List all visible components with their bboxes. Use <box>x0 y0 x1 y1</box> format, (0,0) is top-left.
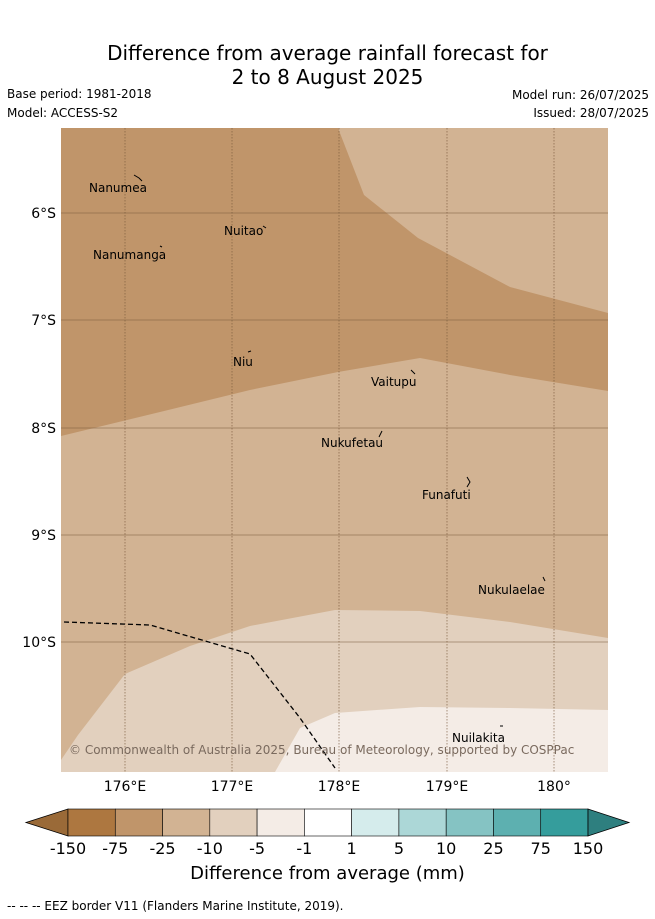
model-name: Model: ACCESS-S2 <box>7 106 119 120</box>
place-label: Nanumea <box>89 181 147 195</box>
eez-legend-note: -- -- -- EEZ border V11 (Flanders Marine… <box>7 899 344 913</box>
colorbar-swatch <box>493 808 542 837</box>
island-nukulaelae <box>542 576 546 582</box>
place-label: Nuilakita <box>452 731 505 745</box>
title-line-2: 2 to 8 August 2025 <box>231 65 424 89</box>
place-label: Niu <box>233 355 253 369</box>
colorbar-over-arrow <box>587 808 631 837</box>
eez-border <box>63 621 336 769</box>
lat-label: 8°S <box>31 421 56 437</box>
colorbar-tick-label: -75 <box>102 839 129 858</box>
colorbar-tick-label: 10 <box>435 839 457 858</box>
lat-label: 7°S <box>31 313 56 329</box>
colorbar-swatch <box>209 808 258 837</box>
colorbar <box>24 808 631 837</box>
fill-band-25-75 <box>61 128 608 436</box>
colorbar-swatch <box>398 808 447 837</box>
lat-label: 10°S <box>22 635 56 651</box>
colorbar-under-arrow <box>24 808 69 837</box>
colorbar-tick-label: 1 <box>346 839 357 858</box>
island-nukufetau <box>378 430 383 438</box>
island-nuitao <box>262 225 267 229</box>
fill-band-1-5 <box>275 707 608 772</box>
copyright-notice: © Commonwealth of Australia 2025, Bureau… <box>69 743 574 757</box>
colorbar-tick-label: 75 <box>530 839 551 858</box>
colorbar-swatch <box>540 808 589 837</box>
place-label: Vaitupu <box>371 375 417 389</box>
colorbar-tick-label: 5 <box>393 839 404 858</box>
place-label: Nuitao <box>224 224 263 238</box>
title-line-1: Difference from average rainfall forecas… <box>107 41 548 65</box>
colorbar-swatch <box>304 808 352 837</box>
colorbar-swatch <box>445 808 494 837</box>
island-niu <box>247 350 252 353</box>
lat-label: 9°S <box>31 528 56 544</box>
model-run: Model run: 26/07/2025 <box>511 88 649 102</box>
lon-label: 179°E <box>426 779 469 795</box>
issued-date: Issued: 28/07/2025 <box>533 106 649 120</box>
colorbar-tick-label: -5 <box>249 839 266 858</box>
place-label: Nukulaelae <box>478 583 545 597</box>
colorbar-tick-label: -150 <box>49 839 87 858</box>
lat-label: 6°S <box>31 206 56 222</box>
place-label: Nukufetau <box>321 436 383 450</box>
island-vaitupu <box>410 369 416 375</box>
base-period: Base period: 1981-2018 <box>7 87 152 101</box>
island-nanumea <box>133 174 143 182</box>
colorbar-swatch <box>351 808 400 837</box>
colorbar-tick-label: 25 <box>483 839 504 858</box>
colorbar-swatch <box>67 808 116 837</box>
colorbar-tick-label: -1 <box>296 839 313 858</box>
colorbar-tick-label: -10 <box>196 839 223 858</box>
colorbar-tick-label: 150 <box>572 839 604 858</box>
colorbar-swatch <box>256 808 305 837</box>
place-label: Nanumanga <box>93 248 166 262</box>
island-nanumanga <box>159 245 163 248</box>
lon-label: 177°E <box>211 779 254 795</box>
place-label: Funafuti <box>422 488 471 502</box>
colorbar-tick-label: -25 <box>149 839 176 858</box>
island-funafuti <box>466 476 471 488</box>
lon-label: 180° <box>537 779 571 795</box>
colorbar-swatch <box>162 808 211 837</box>
lon-label: 178°E <box>318 779 361 795</box>
colorbar-title: Difference from average (mm) <box>190 863 465 884</box>
colorbar-swatch <box>114 808 163 837</box>
lon-label: 176°E <box>104 779 147 795</box>
